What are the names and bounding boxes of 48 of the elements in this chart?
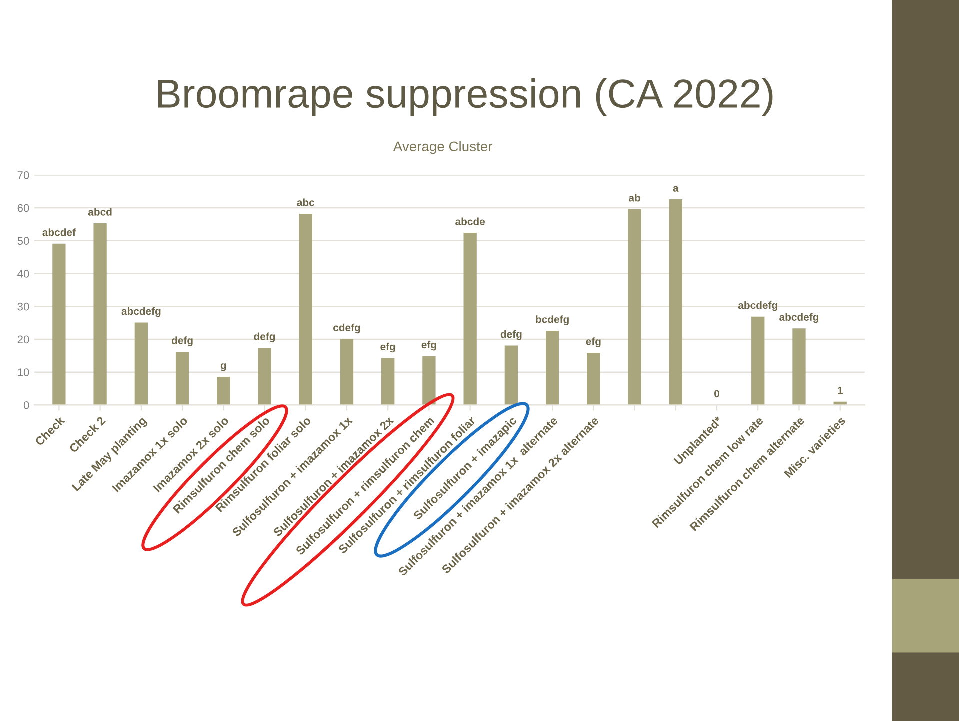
- bar: [752, 316, 765, 406]
- data-label: abcdefg: [122, 307, 161, 318]
- bar: [52, 244, 66, 406]
- y-tick-label: 30: [18, 302, 30, 311]
- y-tick-label: 10: [18, 368, 30, 376]
- bar: [94, 224, 107, 406]
- data-label: abcde: [456, 218, 486, 226]
- bar: [464, 233, 477, 406]
- bar: [134, 322, 148, 406]
- bar: [382, 358, 395, 406]
- bar: [792, 328, 806, 406]
- data-label: abcdefg: [738, 302, 778, 312]
- y-tick-label: 40: [18, 270, 30, 278]
- bar: [422, 356, 436, 406]
- bar: [669, 200, 682, 406]
- bar: [258, 348, 272, 406]
- data-label: efg: [422, 340, 436, 351]
- bar: [340, 339, 354, 406]
- data-label: defg: [500, 330, 522, 340]
- y-tick-label: 60: [18, 204, 30, 212]
- bar: [546, 330, 560, 406]
- data-label: 0: [714, 390, 720, 398]
- bar: [504, 346, 518, 406]
- data-label: bcdefg: [536, 316, 569, 326]
- y-tick-label: 70: [18, 171, 30, 180]
- data-label: cdefg: [334, 324, 360, 334]
- data-label: abc: [297, 198, 315, 206]
- y-tick-label: 0: [24, 401, 30, 410]
- chart-subtitle: Average Cluster: [393, 141, 492, 154]
- data-label: g: [220, 364, 226, 372]
- bar: [587, 352, 600, 406]
- data-label: ab: [629, 194, 640, 202]
- data-label: 1: [838, 387, 843, 394]
- data-label: defg: [172, 336, 193, 346]
- bar: [217, 376, 230, 406]
- y-tick-label: 20: [18, 336, 30, 344]
- data-label: a: [673, 186, 679, 192]
- bar: [299, 214, 312, 406]
- data-label: abcdef: [42, 228, 76, 236]
- data-label: abcdefg: [780, 313, 819, 324]
- bar: [176, 352, 190, 406]
- bar: [628, 209, 642, 406]
- chart-title: Broomrape suppression (CA 2022): [158, 78, 773, 116]
- data-label: defg: [254, 332, 276, 342]
- y-tick-label: 50: [18, 237, 30, 246]
- data-label: efg: [586, 338, 601, 348]
- data-label: abcd: [88, 208, 112, 216]
- data-label: efg: [380, 342, 396, 353]
